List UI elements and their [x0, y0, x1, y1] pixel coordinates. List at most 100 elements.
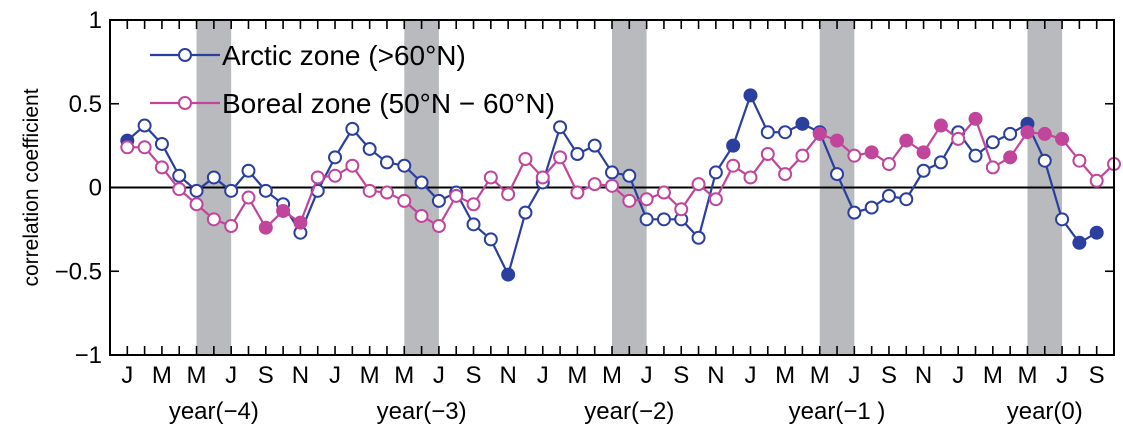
data-point: [449, 188, 464, 203]
y-tick-label: 0: [89, 175, 102, 202]
data-point: [1037, 126, 1052, 141]
x-tick-label: M: [360, 362, 380, 389]
data-point: [379, 185, 394, 200]
data-point: [206, 212, 221, 227]
data-point: [1072, 235, 1087, 250]
data-point: [743, 88, 758, 103]
data-point: [795, 148, 810, 163]
data-point: [847, 148, 862, 163]
data-point: [276, 203, 291, 218]
data-point: [899, 192, 914, 207]
x-tick-label: J: [433, 362, 445, 389]
data-point: [553, 150, 568, 165]
x-tick-label: N: [499, 362, 516, 389]
year-label: year(−2): [584, 398, 674, 425]
data-point: [1055, 131, 1070, 146]
data-point: [258, 183, 273, 198]
year-label: year(−4): [169, 398, 259, 425]
data-point: [570, 185, 585, 200]
x-tick-label: M: [567, 362, 587, 389]
data-point: [951, 131, 966, 146]
x-tick-label: J: [329, 362, 341, 389]
x-tick-label: M: [1017, 362, 1037, 389]
x-tick-label: J: [537, 362, 549, 389]
data-point: [1055, 212, 1070, 227]
data-point: [310, 170, 325, 185]
x-tick-label: S: [881, 362, 897, 389]
data-point: [830, 167, 845, 182]
data-point: [362, 183, 377, 198]
legend-item-1: Arctic zone (>60°N): [150, 40, 466, 71]
data-point: [518, 205, 533, 220]
series-layer: [120, 88, 1121, 282]
data-point: [120, 140, 135, 155]
x-tick-label: J: [641, 362, 653, 389]
data-point: [501, 187, 516, 202]
data-point: [1003, 150, 1018, 165]
data-point: [224, 183, 239, 198]
year-label: year(0): [1007, 398, 1083, 425]
data-point: [760, 125, 775, 140]
data-point: [154, 160, 169, 175]
data-point: [483, 170, 498, 185]
data-point: [985, 135, 1000, 150]
x-tick-label: S: [258, 362, 274, 389]
legend-item-2: Boreal zone (50°N − 60°N): [150, 88, 555, 119]
x-tick-label: S: [1089, 362, 1105, 389]
data-point: [1089, 225, 1104, 240]
data-point: [968, 148, 983, 163]
x-tick-label: M: [775, 362, 795, 389]
data-point: [535, 170, 550, 185]
data-point: [241, 190, 256, 205]
data-point: [518, 152, 533, 167]
data-point: [899, 133, 914, 148]
data-point: [431, 219, 446, 234]
data-point: [726, 138, 741, 153]
data-point: [881, 188, 896, 203]
data-point: [691, 230, 706, 245]
data-point: [968, 111, 983, 126]
data-point: [916, 145, 931, 160]
data-point: [622, 168, 637, 183]
data-point: [656, 185, 671, 200]
data-point: [328, 150, 343, 165]
data-point: [414, 175, 429, 190]
data-point: [328, 168, 343, 183]
data-point: [137, 140, 152, 155]
data-point: [864, 145, 879, 160]
data-point: [483, 232, 498, 247]
data-point: [137, 118, 152, 133]
data-point: [864, 200, 879, 215]
data-point: [587, 138, 602, 153]
data-point: [726, 158, 741, 173]
x-tick-label: M: [394, 362, 414, 389]
data-point: [501, 267, 516, 282]
x-tick-label: M: [187, 362, 207, 389]
data-point: [189, 183, 204, 198]
data-point: [466, 197, 481, 212]
data-point: [691, 177, 706, 192]
data-point: [933, 155, 948, 170]
data-point: [778, 125, 793, 140]
x-tick-label: N: [915, 362, 932, 389]
year-label: year(−1 ): [789, 398, 886, 425]
data-point: [760, 147, 775, 161]
data-point: [154, 136, 169, 151]
y-axis-title: correlation coefficient: [20, 88, 43, 286]
x-tick-label: J: [744, 362, 756, 389]
x-tick-label: J: [1056, 362, 1068, 389]
data-point: [345, 158, 360, 173]
data-point: [847, 205, 862, 220]
x-tick-label: J: [121, 362, 133, 389]
legend-marker: [178, 96, 192, 110]
data-point: [293, 215, 308, 230]
data-point: [414, 208, 429, 223]
y-tick-label: −1: [75, 342, 102, 369]
data-point: [397, 193, 412, 208]
legend-marker: [178, 48, 192, 62]
data-point: [241, 163, 256, 178]
data-point: [605, 165, 619, 180]
data-point: [466, 217, 481, 232]
data-point: [743, 170, 758, 185]
